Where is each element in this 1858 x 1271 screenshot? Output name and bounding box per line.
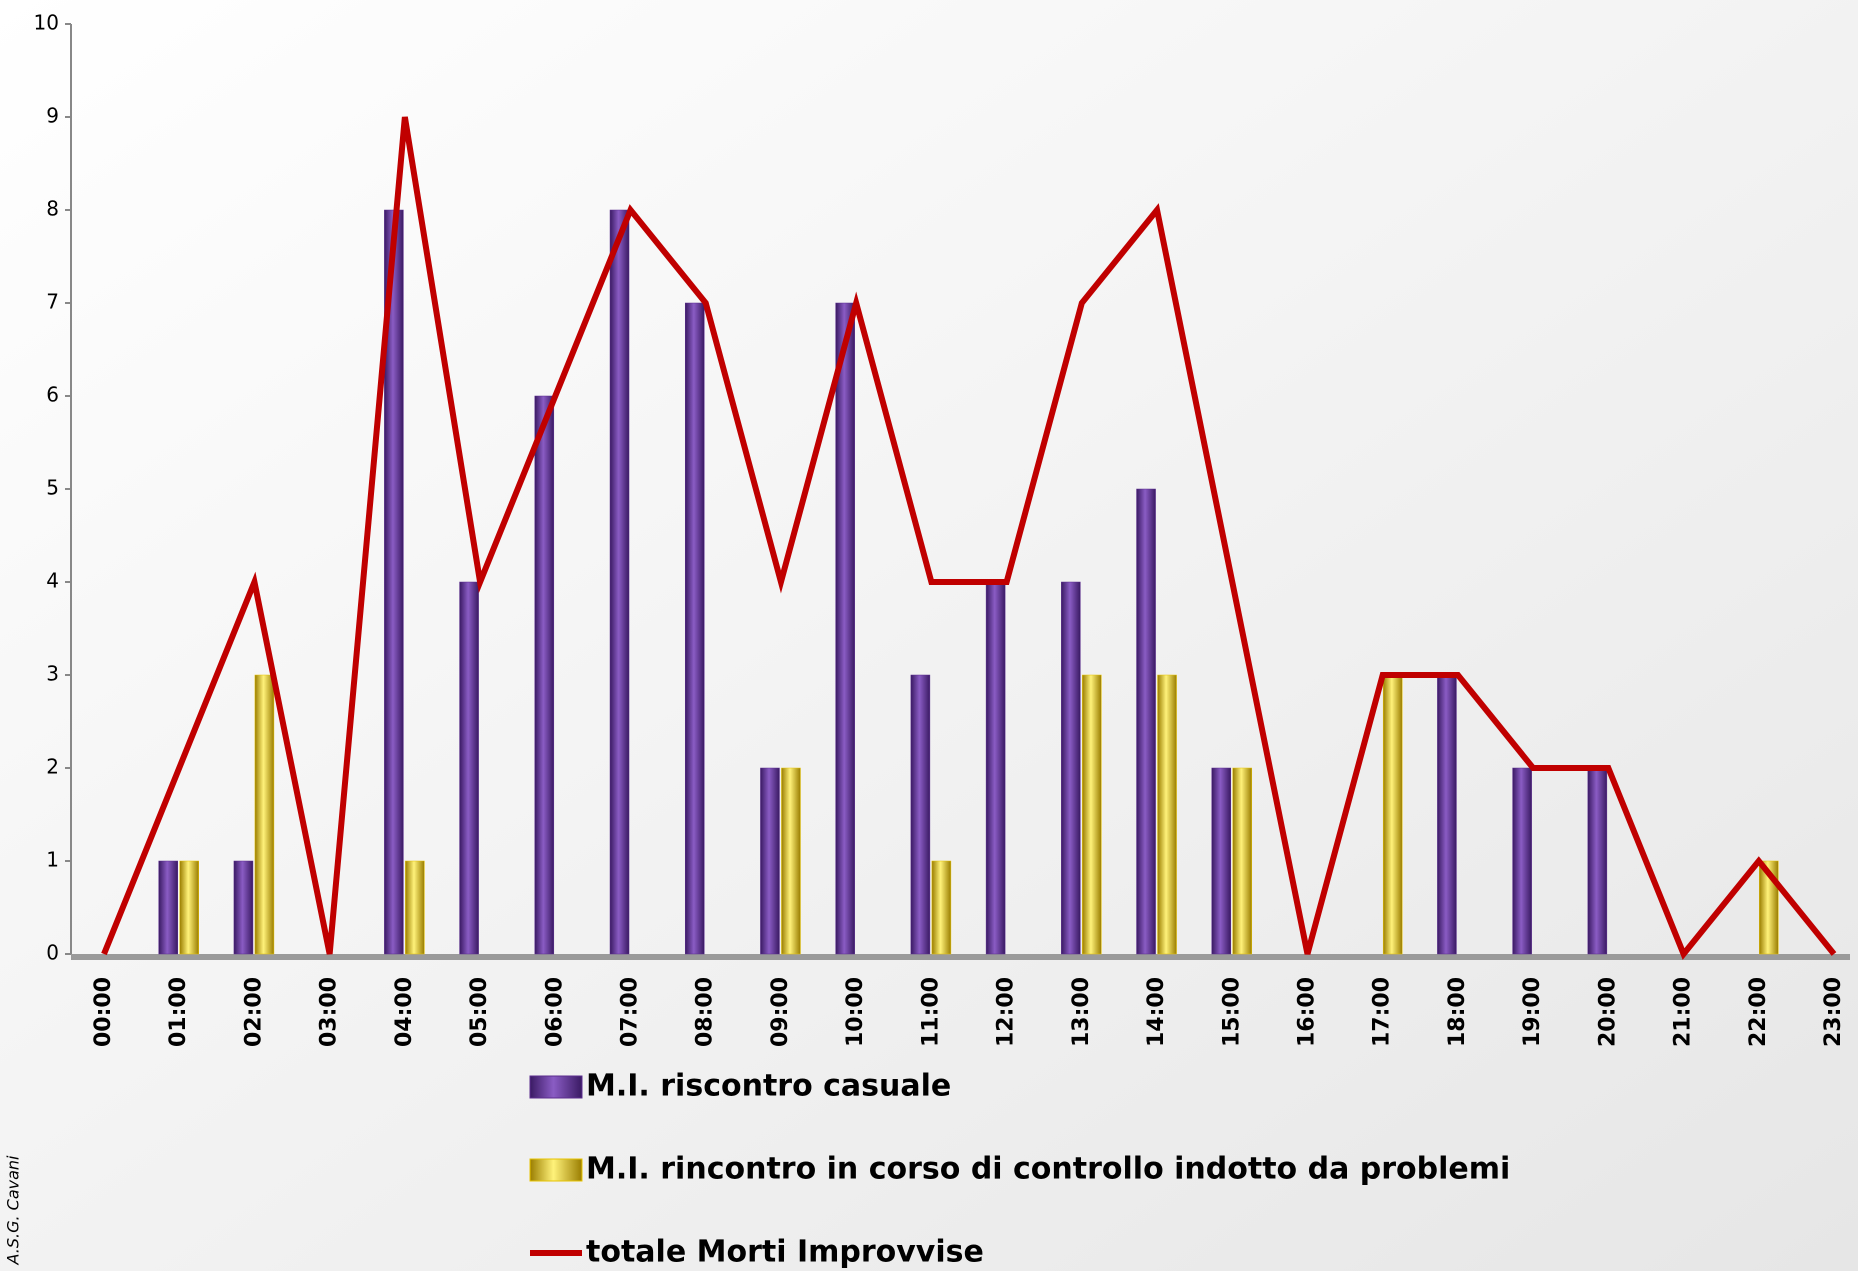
bar — [158, 860, 178, 955]
x-tick-label: 20:00 — [1595, 977, 1620, 1047]
bar — [1232, 767, 1253, 955]
y-tick-label: 6 — [46, 383, 59, 407]
x-tick-label: 19:00 — [1520, 977, 1545, 1047]
x-tick-label: 05:00 — [467, 977, 492, 1047]
legend-label: totale Morti Improvvise — [586, 1235, 984, 1270]
bar — [910, 674, 931, 955]
bar — [1061, 581, 1081, 955]
x-axis-floor — [71, 954, 1850, 960]
bar — [1211, 767, 1232, 955]
line — [101, 116, 1837, 960]
y-tick-label: 2 — [46, 755, 59, 779]
x-tick-label: 00:00 — [91, 977, 116, 1047]
bar — [781, 767, 801, 955]
bar — [1437, 674, 1457, 955]
x-tick-label: 16:00 — [1294, 977, 1319, 1047]
x-tick-label: 17:00 — [1370, 977, 1395, 1047]
x-tick-label: 09:00 — [768, 977, 793, 1047]
y-tick-label: 1 — [46, 848, 59, 872]
x-tick-label: 18:00 — [1445, 977, 1470, 1047]
legend-swatch — [529, 1075, 583, 1099]
bar — [1082, 674, 1102, 955]
bar — [1382, 674, 1403, 955]
legend-swatch — [529, 1158, 583, 1182]
bar — [1136, 488, 1156, 955]
x-tick-label: 12:00 — [994, 977, 1019, 1047]
bar — [684, 302, 705, 955]
x-tick-label: 10:00 — [843, 977, 868, 1047]
bar — [179, 860, 199, 955]
legend-label: M.I. rincontro in corso di controllo ind… — [586, 1152, 1510, 1187]
bar — [1512, 767, 1532, 955]
bar — [835, 302, 855, 955]
bar — [1587, 767, 1608, 955]
x-tick-label: 11:00 — [918, 977, 943, 1047]
bar — [405, 860, 425, 955]
x-tick-label: 02:00 — [241, 977, 266, 1047]
y-tick-label: 5 — [46, 476, 59, 500]
y-tick-label: 10 — [34, 11, 59, 35]
x-tick-label: 03:00 — [317, 977, 342, 1047]
x-tick-label: 01:00 — [166, 977, 191, 1047]
bar — [534, 395, 555, 955]
y-tick-label: 9 — [46, 104, 59, 128]
bar — [609, 209, 630, 955]
y-tick-label: 3 — [46, 662, 59, 686]
y-tick-label: 0 — [46, 941, 59, 965]
watermark: A.S.G. Cavani — [4, 1155, 23, 1266]
x-tick-label: 06:00 — [542, 977, 567, 1047]
x-tick-label: 14:00 — [1144, 977, 1169, 1047]
x-tick-label: 23:00 — [1821, 977, 1846, 1047]
x-tick-label: 21:00 — [1671, 977, 1696, 1047]
x-tick-label: 13:00 — [1069, 977, 1094, 1047]
x-tick-label: 15:00 — [1219, 977, 1244, 1047]
x-tick-label: 07:00 — [618, 977, 643, 1047]
bar — [1759, 860, 1779, 955]
y-tick-label: 8 — [46, 197, 59, 221]
bar — [254, 674, 275, 955]
legend-label: M.I. riscontro casuale — [586, 1069, 951, 1104]
bar — [233, 860, 254, 955]
x-tick-label: 08:00 — [693, 977, 718, 1047]
x-tick-label: 04:00 — [392, 977, 417, 1047]
y-tick-label: 7 — [46, 290, 59, 314]
bar — [1157, 674, 1177, 955]
y-tick-label: 4 — [46, 569, 59, 593]
bar — [931, 860, 952, 955]
x-tick-label: 22:00 — [1746, 977, 1771, 1047]
bar — [985, 581, 1006, 955]
bar — [459, 581, 479, 955]
bar — [760, 767, 780, 955]
